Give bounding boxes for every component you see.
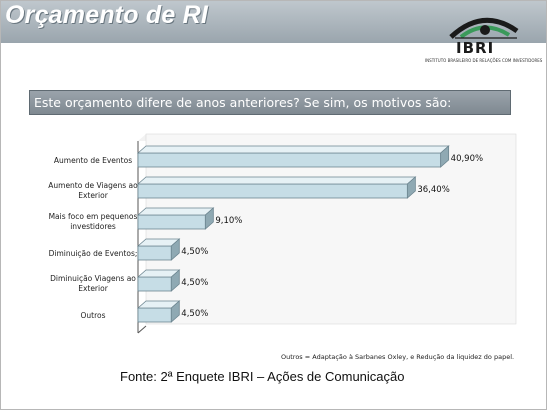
category-label: Diminuição Viagens ao [50, 274, 136, 283]
bar-side [440, 145, 450, 168]
category-label: Exterior [78, 284, 108, 293]
category-label: Mais foco em pequenos [49, 212, 138, 221]
bar-face [137, 214, 206, 230]
category-label: Diminuição de Eventos; [49, 249, 138, 258]
bar-face [137, 152, 442, 168]
question-text: Este orçamento difere de anos anteriores… [34, 95, 452, 110]
bar-value-label: 4,50% [181, 278, 208, 288]
bar-face [137, 183, 408, 199]
bar-side [170, 269, 180, 292]
bar-side [170, 300, 180, 323]
page-title: Orçamento de RI [5, 1, 209, 29]
chart-svg: 40,90% Aumento de Eventos 36,40% Aumento de… [48, 133, 517, 334]
bar-value-label: 40,90% [451, 154, 483, 164]
bar-chart: 40,90% Aumento de Eventos 36,40% Aumento de… [31, 129, 521, 339]
category-label: Exterior [78, 191, 108, 200]
bar-top [136, 207, 215, 216]
bar-face [137, 276, 172, 292]
ibri-logo: IBRI INSTITUTO BRASILEIRO DE RELAÇÕES CO… [421, 5, 542, 65]
bar-value-label: 4,50% [181, 309, 208, 319]
bar-side [170, 238, 180, 261]
logo-tagline: INSTITUTO BRASILEIRO DE RELAÇÕES COM INV… [425, 58, 543, 63]
source-caption: Fonte: 2ª Enquete IBRI – Ações de Comuni… [120, 369, 405, 384]
bar-value-label: 9,10% [215, 216, 242, 226]
category-label: Aumento de Viagens ao [48, 181, 138, 190]
bar-value-label: 4,50% [181, 247, 208, 257]
bar-value-label: 36,40% [417, 185, 449, 195]
bar-side [406, 176, 416, 199]
axis-depth-line [137, 325, 147, 334]
bar-top [136, 145, 450, 154]
category-label: Outros [80, 311, 105, 320]
eye-logo-icon [449, 17, 519, 39]
logo-word: IBRI [456, 39, 495, 57]
bar-face [137, 245, 172, 261]
bar-side [204, 207, 214, 230]
bar-face [137, 307, 172, 323]
question-box: Este orçamento difere de anos anteriores… [29, 90, 511, 115]
bar-top [136, 176, 417, 185]
category-label: Aumento de Eventos [54, 156, 132, 165]
footnote: Outros = Adaptação à Sarbanes Oxley, e R… [281, 353, 515, 361]
category-label: investidores [70, 222, 116, 231]
